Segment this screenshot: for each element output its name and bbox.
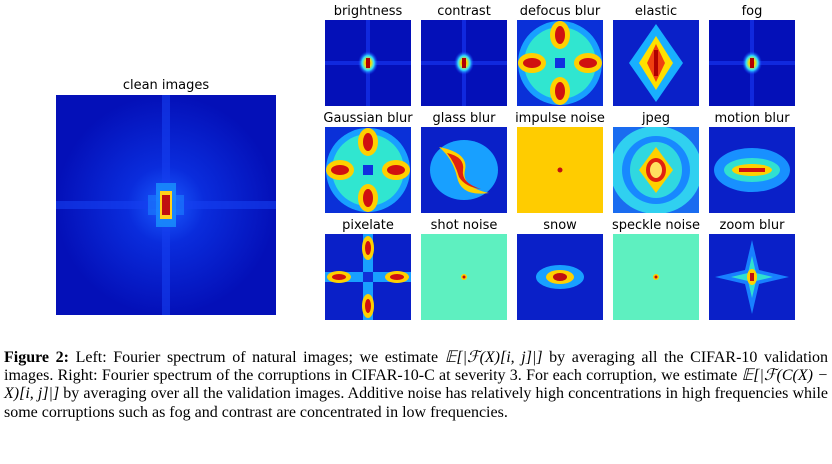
spectrum-brightness bbox=[325, 20, 411, 106]
spectrum-defocus-blur bbox=[517, 20, 603, 106]
tile-label-motion-blur: motion blur bbox=[714, 111, 790, 126]
spectrum-impulse-noise bbox=[517, 127, 603, 213]
spectrum-glass-blur bbox=[421, 127, 507, 213]
clean-images-title: clean images bbox=[122, 78, 210, 93]
spectrum-elastic bbox=[613, 20, 699, 106]
tile-label-gaussian-blur: Gaussian blur bbox=[323, 111, 413, 126]
tile-label-elastic: elastic bbox=[634, 4, 678, 19]
tile-label-jpeg: jpeg bbox=[641, 111, 671, 126]
tile-label-contrast: contrast bbox=[437, 4, 491, 19]
spectrum-speckle-noise bbox=[613, 234, 699, 320]
spectrum-motion-blur bbox=[709, 127, 795, 213]
tile-label-snow: snow bbox=[543, 218, 577, 233]
tile-label-pixelate: pixelate bbox=[342, 218, 394, 233]
tile-label-speckle-noise: speckle noise bbox=[611, 218, 701, 233]
caption-text-2: by averaging all the CIFAR-10 validation… bbox=[4, 349, 829, 385]
spectrum-snow bbox=[517, 234, 603, 320]
caption-math-1: 𝔼[|ℱ(X)[i, j]|] bbox=[444, 349, 543, 366]
caption-math-2: 𝔼[|ℱ(C(X) − X)[i, j]|] bbox=[4, 367, 828, 403]
caption-text-1: Left: Fourier spectrum of natural images… bbox=[68, 349, 445, 366]
spectrum-pixelate bbox=[325, 234, 411, 320]
tile-label-shot-noise: shot noise bbox=[430, 218, 498, 233]
clean-images-spectrum bbox=[56, 95, 276, 315]
tile-label-glass-blur: glass blur bbox=[432, 111, 496, 126]
figure-caption: Figure 2: Left: Fourier spectrum of natu… bbox=[4, 349, 828, 422]
spectrum-zoom-blur bbox=[709, 234, 795, 320]
tile-label-brightness: brightness bbox=[333, 4, 403, 19]
caption-text-3: by averaging over all the validation ima… bbox=[4, 385, 828, 421]
figure-label: Figure 2: bbox=[4, 349, 69, 366]
spectrum-fog bbox=[709, 20, 795, 106]
spectrum-gaussian-blur bbox=[325, 127, 411, 213]
tile-label-defocus-blur: defocus blur bbox=[519, 4, 601, 19]
spectrum-shot-noise bbox=[421, 234, 507, 320]
tile-label-fog: fog bbox=[741, 4, 763, 19]
tile-label-impulse-noise: impulse noise bbox=[515, 111, 605, 126]
tile-label-zoom-blur: zoom blur bbox=[719, 218, 785, 233]
spectrum-contrast bbox=[421, 20, 507, 106]
spectrum-jpeg bbox=[613, 127, 699, 213]
